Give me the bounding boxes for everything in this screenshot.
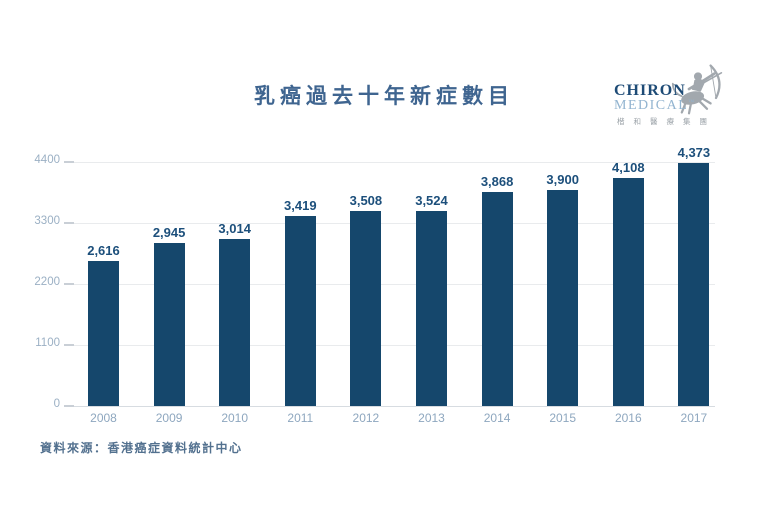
- bar: [678, 163, 710, 406]
- y-axis-tick: [64, 405, 74, 407]
- gridline: [66, 406, 715, 407]
- gridline: [66, 284, 715, 285]
- x-axis-label: 2008: [90, 411, 117, 425]
- chiron-medical-logo: CHIRON MEDICAL™ 楷和醫療集團: [610, 64, 728, 128]
- bar: [481, 191, 513, 406]
- x-axis-label: 2012: [352, 411, 380, 425]
- gridline: [66, 223, 715, 224]
- gridline: [66, 162, 715, 163]
- trademark-symbol: ™: [688, 99, 695, 106]
- bar-value-label: 3,419: [284, 198, 317, 214]
- bar: [612, 178, 644, 406]
- bar-value-label: 3,014: [218, 220, 251, 236]
- bar: [416, 210, 447, 406]
- bar: [284, 216, 316, 406]
- bar-value-label: 2,945: [152, 224, 186, 240]
- bar-value-label: 3,868: [480, 173, 514, 189]
- data-source-note: 資料來源：香港癌症資料統計中心: [40, 441, 243, 455]
- y-axis-label: 1100: [35, 337, 60, 349]
- bar-value-label: 3,508: [349, 193, 383, 209]
- bar-value-label: 4,373: [677, 145, 711, 161]
- x-axis-label: 2016: [614, 411, 642, 425]
- bar: [350, 211, 382, 406]
- centaur-archer-icon: [671, 64, 723, 115]
- x-axis-label: 2015: [549, 411, 577, 425]
- bar: [153, 242, 185, 406]
- y-axis-label: 0: [53, 398, 60, 410]
- bar-value-label: 4,108: [612, 160, 645, 176]
- y-axis-tick: [64, 161, 74, 163]
- x-axis-label: 2010: [221, 411, 249, 425]
- x-axis-label: 2017: [680, 411, 708, 425]
- y-axis-tick: [64, 283, 74, 285]
- bar-value-label: 3,524: [415, 192, 448, 208]
- y-axis-label: 3300: [34, 215, 60, 227]
- bar: [88, 260, 119, 406]
- logo-name-line2-text: MEDICAL: [614, 98, 689, 113]
- bar-value-label: 3,900: [546, 171, 579, 187]
- bar-value-label: 2,616: [87, 242, 120, 258]
- y-axis-tick: [64, 222, 74, 224]
- logo-chinese-name: 楷和醫療集團: [617, 117, 716, 126]
- logo-name-line1: CHIRON: [614, 82, 686, 99]
- bar: [219, 238, 251, 406]
- chart-title: 乳癌過去十年新症數目: [254, 85, 514, 108]
- bar: [547, 189, 579, 406]
- x-axis-label: 2009: [155, 411, 183, 425]
- x-axis-label: 2011: [287, 411, 314, 425]
- y-axis-tick: [64, 344, 74, 346]
- x-axis-label: 2014: [483, 411, 511, 425]
- y-axis-label: 2200: [34, 276, 60, 288]
- x-axis-label: 2013: [418, 411, 445, 425]
- y-axis-label: 4400: [34, 154, 60, 166]
- logo-name-line2: MEDICAL™: [614, 98, 694, 114]
- gridline: [66, 345, 715, 346]
